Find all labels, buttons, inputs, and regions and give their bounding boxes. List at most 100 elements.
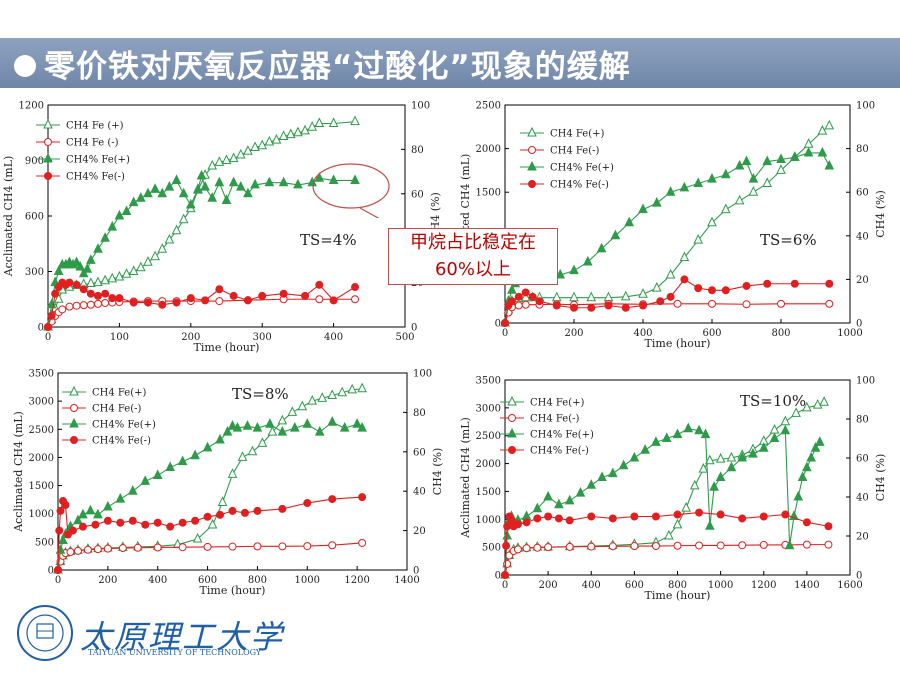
data-point	[596, 242, 607, 253]
slide-title: 零价铁对厌氧反应器“过酸化”现象的缓解	[44, 49, 631, 85]
data-point	[817, 125, 828, 135]
data-point	[680, 275, 689, 284]
data-point	[777, 299, 785, 308]
data-point	[683, 422, 694, 433]
data-point	[535, 297, 544, 306]
series-line-1	[504, 544, 829, 576]
data-point	[824, 159, 835, 170]
data-point	[178, 187, 189, 198]
data-point	[53, 293, 64, 303]
y-tick-label: 1000	[29, 509, 54, 520]
data-point	[780, 424, 791, 435]
x-tick-label: 200	[539, 580, 558, 591]
data-point	[157, 243, 168, 253]
data-point	[265, 418, 275, 428]
data-point	[200, 181, 210, 191]
data-point	[237, 451, 248, 461]
data-point	[533, 543, 542, 552]
data-point	[232, 422, 243, 432]
data-point	[329, 296, 338, 305]
data-point	[521, 288, 530, 297]
data-point	[748, 447, 758, 458]
data-point	[190, 449, 200, 460]
legend-marker	[508, 446, 516, 454]
data-point	[357, 382, 367, 393]
data-point	[277, 414, 288, 425]
y-tick-label: 3000	[29, 397, 54, 408]
data-point	[721, 286, 730, 295]
data-point	[630, 512, 639, 521]
data-point	[759, 540, 768, 549]
data-point	[780, 415, 791, 426]
data-point	[85, 504, 96, 515]
data-point	[569, 291, 579, 302]
data-point	[802, 461, 812, 472]
data-point	[47, 311, 56, 320]
data-point	[136, 261, 146, 272]
data-point	[227, 420, 238, 430]
y-tick-label: 500	[482, 543, 501, 554]
data-point	[656, 297, 665, 306]
data-point	[191, 516, 200, 525]
data-point	[630, 542, 639, 551]
legend-marker	[70, 436, 78, 444]
data-point	[802, 401, 812, 412]
university-name: 太原理工大学	[80, 618, 285, 656]
data-point	[708, 299, 716, 308]
data-point	[790, 279, 799, 288]
data-point	[582, 255, 593, 266]
data-point	[716, 510, 725, 519]
data-point	[502, 541, 511, 550]
data-point	[351, 295, 360, 304]
data-point	[726, 461, 737, 472]
data-point	[56, 506, 65, 515]
data-point	[543, 490, 553, 501]
y2-tick-label: 100	[856, 376, 875, 387]
data-point	[705, 454, 715, 465]
y-tick-label: 1500	[476, 188, 501, 199]
data-point	[698, 463, 709, 473]
data-point	[565, 542, 574, 551]
data-point	[127, 485, 138, 495]
series-line-0	[57, 388, 363, 571]
x-tick-label: 400	[582, 580, 601, 591]
data-point	[700, 428, 711, 439]
data-point	[101, 289, 110, 298]
data-point	[115, 492, 126, 503]
data-point	[278, 504, 287, 513]
data-point	[748, 173, 759, 183]
legend-marker	[44, 172, 52, 180]
data-point	[121, 205, 132, 216]
data-point	[116, 518, 125, 527]
data-point	[347, 383, 357, 394]
data-point	[165, 461, 175, 472]
data-point	[217, 496, 228, 506]
data-point	[216, 510, 225, 519]
data-point	[737, 451, 747, 462]
data-point	[672, 428, 683, 439]
data-point	[253, 506, 262, 515]
legend-marker	[69, 417, 79, 428]
y2-tick-label: 80	[411, 145, 424, 156]
series-line-3	[504, 512, 829, 576]
legend-label: CH4% Fe(-)	[550, 180, 609, 191]
x-tick-label: 200	[98, 575, 117, 586]
data-point	[715, 452, 726, 463]
data-point	[300, 124, 310, 135]
data-point	[328, 174, 339, 184]
data-point	[825, 299, 834, 308]
data-point	[791, 407, 801, 417]
plot-frame	[504, 104, 851, 324]
data-point	[789, 151, 800, 161]
legend-marker	[69, 385, 79, 396]
data-point	[552, 301, 561, 310]
data-point	[802, 518, 811, 527]
data-point	[107, 220, 118, 231]
data-point	[544, 543, 553, 552]
data-point	[285, 128, 296, 139]
legend-marker	[43, 152, 53, 163]
data-point	[819, 396, 829, 406]
data-point	[759, 512, 768, 521]
x-tick-label: 1000	[295, 575, 320, 586]
data-point	[817, 146, 828, 157]
